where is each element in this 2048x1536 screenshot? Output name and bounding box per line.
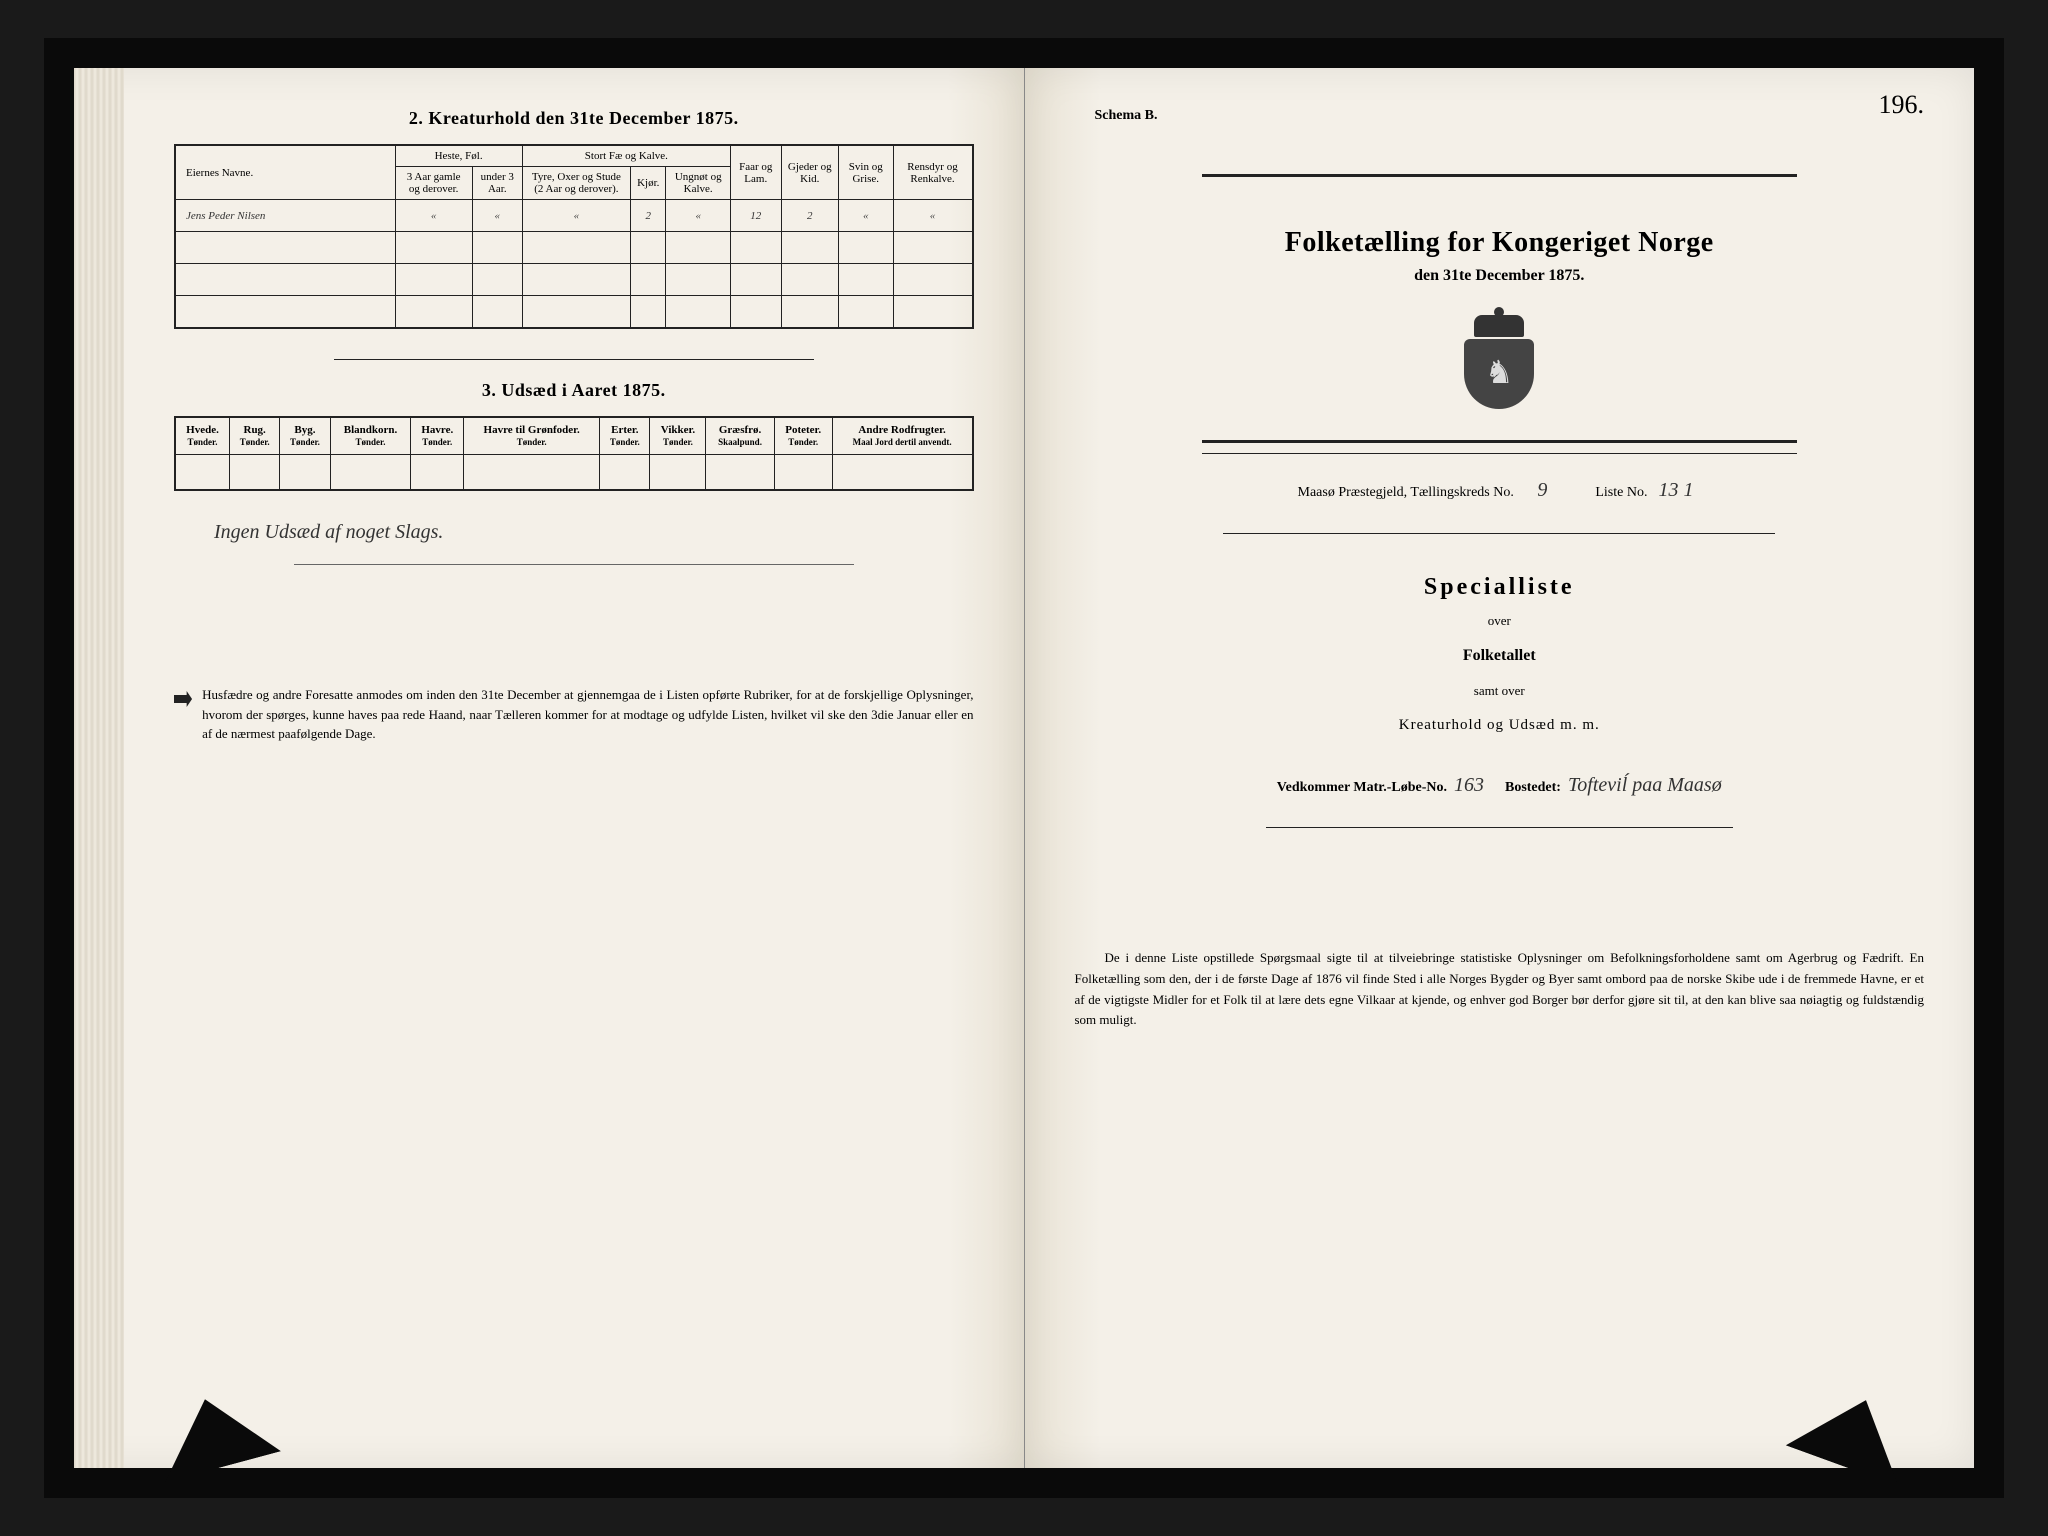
- instruction-block: Husfædre og andre Foresatte anmodes om i…: [174, 685, 974, 744]
- corner-clip: [1786, 1380, 1923, 1487]
- col-havre: Havre.Tønder.: [411, 417, 464, 455]
- kreatur-line: Kreaturhold og Udsæd m. m.: [1075, 717, 1925, 734]
- instruction-text: Husfædre og andre Foresatte anmodes om i…: [202, 685, 973, 744]
- rule: [1202, 453, 1797, 454]
- table-row: [175, 296, 973, 328]
- liste-no: 13 1: [1651, 479, 1701, 503]
- col-heste2: under 3 Aar.: [472, 167, 522, 200]
- book-spread: 2. Kreaturhold den 31te December 1875. E…: [44, 38, 2004, 1498]
- table-row: Jens Peder Nilsen « « « 2 « 12 2 « «: [175, 200, 973, 232]
- left-page: 2. Kreaturhold den 31te December 1875. E…: [74, 68, 1025, 1468]
- section3-title: 3. Udsæd i Aaret 1875.: [174, 380, 974, 401]
- livestock-table: Eiernes Navne. Heste, Føl. Stort Fæ og K…: [174, 144, 974, 329]
- cell: «: [839, 200, 894, 232]
- samt-label: samt over: [1075, 683, 1925, 699]
- parish-line: Maasø Præstegjeld, Tællingskreds No. 9 L…: [1075, 479, 1925, 503]
- bostedet-value: Tofteviĺ paa Maasø: [1568, 774, 1722, 796]
- page-number: 196.: [1879, 90, 1925, 120]
- matr-label: Vedkommer Matr.-Løbe-No.: [1277, 780, 1447, 795]
- matr-line: Vedkommer Matr.-Løbe-No. 163 Bostedet: T…: [1075, 774, 1925, 797]
- rule: [1266, 827, 1733, 828]
- group-heste: Heste, Føl.: [395, 145, 522, 167]
- owner-name: Jens Peder Nilsen: [175, 200, 395, 232]
- table-row: [175, 454, 973, 490]
- subtitle: den 31te December 1875.: [1075, 267, 1925, 285]
- cell: 2: [781, 200, 838, 232]
- seed-table: Hvede.Tønder. Rug.Tønder. Byg.Tønder. Bl…: [174, 416, 974, 492]
- col-gjeder: Gjeder og Kid.: [781, 145, 838, 200]
- col-poteter: Poteter.Tønder.: [774, 417, 832, 455]
- seed-note: Ingen Udsæd af noget Slags.: [174, 521, 974, 544]
- parish-label: Maasø Præstegjeld, Tællingskreds No.: [1298, 485, 1514, 500]
- table-row: [175, 232, 973, 264]
- rule: [1202, 174, 1797, 177]
- right-page: Schema B. 196. Folketælling for Kongerig…: [1025, 68, 1975, 1468]
- liste-label: Liste No.: [1595, 485, 1647, 500]
- col-erter: Erter.Tønder.: [600, 417, 650, 455]
- main-title: Folketælling for Kongeriget Norge: [1075, 227, 1925, 259]
- col-faar: Faar og Lam.: [730, 145, 781, 200]
- cell: 2: [631, 200, 666, 232]
- cell: «: [522, 200, 630, 232]
- corner-clip: [147, 1384, 281, 1483]
- spine-edge: [74, 68, 124, 1468]
- bottom-paragraph: De i denne Liste opstillede Spørgsmaal s…: [1075, 948, 1925, 1031]
- col-heste1: 3 Aar gamle og derover.: [395, 167, 472, 200]
- matr-no: 163: [1454, 774, 1484, 796]
- folketallet: Folketallet: [1075, 647, 1925, 665]
- col-name: Eiernes Navne.: [175, 145, 395, 200]
- col-hvede: Hvede.Tønder.: [175, 417, 230, 455]
- specialliste: Specialliste: [1075, 574, 1925, 601]
- col-vikker: Vikker.Tønder.: [650, 417, 706, 455]
- col-svin: Svin og Grise.: [839, 145, 894, 200]
- bostedet-label: Bostedet:: [1505, 780, 1561, 795]
- rule: [1202, 440, 1797, 443]
- col-fae1: Tyre, Oxer og Stude (2 Aar og derover).: [522, 167, 630, 200]
- col-byg: Byg.Tønder.: [280, 417, 330, 455]
- col-graesfro: Græsfrø.Skaalpund.: [706, 417, 774, 455]
- col-fae2: Kjør.: [631, 167, 666, 200]
- note-rule: [294, 564, 854, 565]
- cell: «: [395, 200, 472, 232]
- pointer-hand-icon: [174, 689, 192, 709]
- parish-no: 9: [1517, 479, 1567, 503]
- over-label: over: [1075, 613, 1925, 629]
- col-rug: Rug.Tønder.: [230, 417, 280, 455]
- col-blandkorn: Blandkorn.Tønder.: [330, 417, 411, 455]
- col-fae3: Ungnøt og Kalve.: [666, 167, 731, 200]
- table-row: [175, 264, 973, 296]
- cell: «: [472, 200, 522, 232]
- col-havre-gron: Havre til Grønfoder.Tønder.: [464, 417, 600, 455]
- divider: [334, 359, 814, 360]
- col-andre: Andre Rodfrugter.Maal Jord dertil anvend…: [832, 417, 972, 455]
- cell: 12: [730, 200, 781, 232]
- rule: [1223, 533, 1775, 534]
- col-rensdyr: Rensdyr og Renkalve.: [893, 145, 972, 200]
- cell: «: [666, 200, 731, 232]
- section2-title: 2. Kreaturhold den 31te December 1875.: [174, 108, 974, 129]
- cell: «: [893, 200, 972, 232]
- schema-label: Schema B.: [1095, 108, 1925, 124]
- coat-of-arms-icon: ♞: [1459, 315, 1539, 410]
- group-fae: Stort Fæ og Kalve.: [522, 145, 730, 167]
